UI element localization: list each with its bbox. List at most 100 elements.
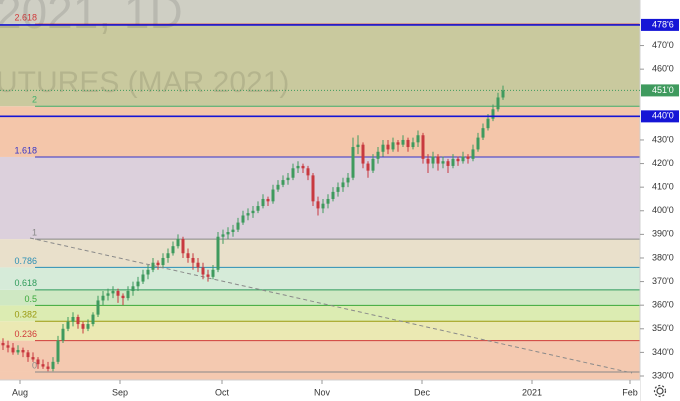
candle-body bbox=[361, 144, 365, 164]
candle-body bbox=[131, 286, 135, 292]
candle-body bbox=[446, 161, 450, 166]
candle-body bbox=[171, 246, 175, 254]
price-tag bbox=[641, 18, 679, 31]
fib-band bbox=[0, 340, 640, 372]
candle-body bbox=[321, 203, 325, 209]
candle-body bbox=[176, 239, 180, 247]
candle-body bbox=[316, 201, 320, 209]
y-tick-label: 380'0 bbox=[652, 252, 674, 262]
candle-body bbox=[186, 253, 190, 258]
candle-body bbox=[206, 274, 210, 277]
candle-body bbox=[181, 239, 185, 254]
last-price-tag bbox=[641, 84, 679, 97]
candle-body bbox=[156, 262, 160, 266]
time-axis bbox=[0, 380, 640, 401]
candle-body bbox=[71, 316, 75, 322]
candle-body bbox=[161, 257, 165, 266]
candle-body bbox=[351, 147, 355, 178]
x-tick-label: Nov bbox=[314, 387, 331, 397]
fib-label: 0 bbox=[32, 360, 37, 370]
candle-body bbox=[191, 257, 195, 263]
candle-body bbox=[221, 234, 225, 237]
candle-body bbox=[166, 253, 170, 258]
candle-body bbox=[36, 359, 40, 365]
y-tick-label: 340'0 bbox=[652, 347, 674, 357]
candle-body bbox=[366, 163, 370, 171]
candle-body bbox=[451, 158, 455, 166]
candle-body bbox=[91, 314, 95, 325]
y-tick-label: 350'0 bbox=[652, 323, 674, 333]
watermark: UTURES (MAR 2021) bbox=[0, 66, 289, 99]
candle-body bbox=[261, 198, 265, 207]
candle-body bbox=[106, 293, 110, 296]
fib-label: 1.618 bbox=[14, 145, 37, 155]
x-tick-label: Feb bbox=[622, 387, 638, 397]
candle-body bbox=[216, 236, 220, 270]
price-tag-label: 478'6 bbox=[652, 19, 674, 29]
fib-label: 0.618 bbox=[14, 278, 37, 288]
candle-body bbox=[441, 161, 445, 164]
candle-body bbox=[486, 118, 490, 129]
candle-body bbox=[296, 165, 300, 169]
candle-body bbox=[291, 168, 295, 178]
candle-body bbox=[496, 97, 500, 110]
candle-body bbox=[66, 321, 70, 329]
y-tick-label: 410'0 bbox=[652, 182, 674, 192]
price-tag bbox=[641, 110, 679, 123]
y-tick-label: 420'0 bbox=[652, 158, 674, 168]
candle-body bbox=[121, 295, 125, 299]
candle-body bbox=[336, 187, 340, 192]
y-tick-label: 400'0 bbox=[652, 205, 674, 215]
candle-body bbox=[211, 269, 215, 277]
candle-body bbox=[241, 215, 245, 223]
candle-body bbox=[436, 156, 440, 164]
y-tick-label: 360'0 bbox=[652, 300, 674, 310]
x-tick-label: Sep bbox=[112, 387, 128, 397]
candle-body bbox=[86, 324, 90, 329]
candle-body bbox=[126, 291, 130, 299]
candle-body bbox=[406, 139, 410, 148]
last-price-label: 451'0 bbox=[652, 85, 674, 95]
candle-body bbox=[281, 180, 285, 185]
x-tick-label: Dec bbox=[414, 387, 431, 397]
fib-label: 0.382 bbox=[14, 310, 37, 320]
candle-body bbox=[116, 291, 120, 296]
candle-body bbox=[6, 345, 10, 348]
candle-body bbox=[96, 300, 100, 315]
candle-body bbox=[46, 366, 50, 369]
candle-body bbox=[476, 137, 480, 150]
candle-body bbox=[136, 281, 140, 287]
candle-body bbox=[101, 295, 105, 301]
candle-body bbox=[31, 357, 35, 360]
x-tick-label: Aug bbox=[12, 387, 28, 397]
settings-icon[interactable] bbox=[653, 384, 667, 398]
candle-body bbox=[501, 90, 505, 98]
candle-body bbox=[141, 274, 145, 282]
fib-label: 0.236 bbox=[14, 329, 37, 339]
fib-label: 0.5 bbox=[24, 294, 37, 304]
fib-band bbox=[0, 156, 640, 240]
candle-body bbox=[421, 135, 425, 159]
candle-body bbox=[11, 347, 15, 353]
candle-body bbox=[146, 269, 150, 275]
candle-body bbox=[251, 210, 255, 214]
fib-label: 2.618 bbox=[14, 12, 37, 22]
candle-body bbox=[466, 156, 470, 159]
candle-body bbox=[51, 361, 55, 369]
candle-body bbox=[201, 267, 205, 275]
candle-body bbox=[61, 328, 65, 341]
candle-body bbox=[401, 139, 405, 145]
y-tick-label: 470'0 bbox=[652, 40, 674, 50]
candle-body bbox=[226, 232, 230, 235]
candle-body bbox=[381, 144, 385, 152]
fib-band bbox=[0, 321, 640, 341]
candle-body bbox=[151, 262, 155, 270]
fib-band bbox=[0, 106, 640, 157]
price-tag-label: 440'0 bbox=[652, 111, 674, 121]
x-tick-label: Oct bbox=[215, 387, 230, 397]
fib-band bbox=[0, 24, 640, 107]
candle-body bbox=[471, 149, 475, 159]
trend-line bbox=[29, 237, 633, 374]
candle-body bbox=[56, 340, 60, 362]
candle-body bbox=[246, 213, 250, 216]
